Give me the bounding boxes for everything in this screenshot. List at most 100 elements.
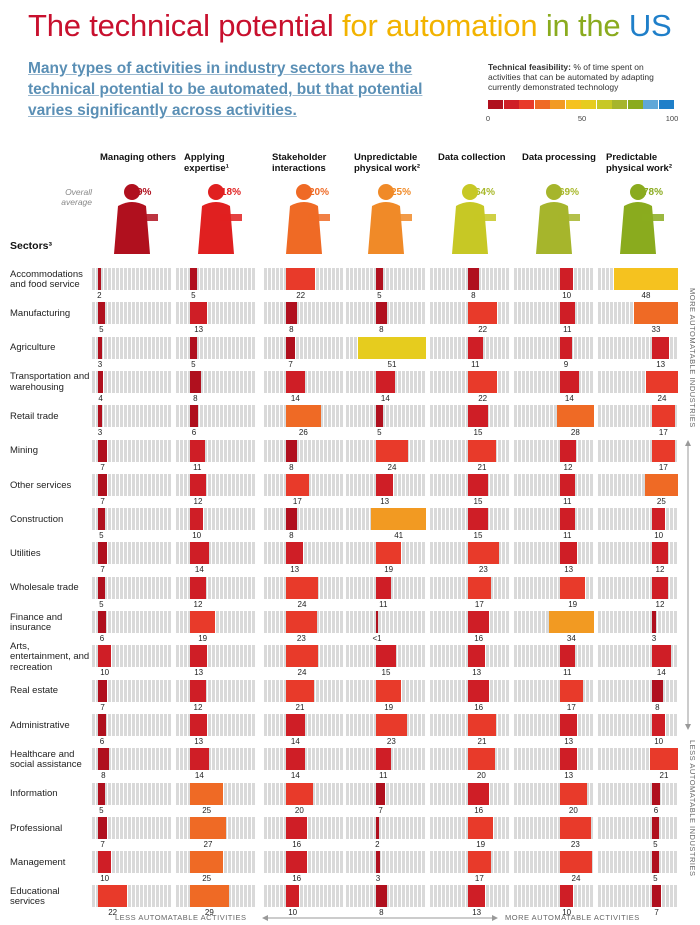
cell-bar [548, 611, 594, 633]
cell-bar [560, 336, 572, 359]
cell-value-label: 16 [292, 839, 302, 849]
cell-value-label: 22 [296, 291, 306, 300]
cell-value-label: 23 [478, 565, 488, 575]
cell-bar [98, 816, 108, 839]
cell-track [264, 645, 344, 668]
cell-value-label: 24 [297, 668, 307, 678]
cell-bar [560, 268, 574, 290]
cell-bar [614, 268, 678, 290]
cell-bar [376, 473, 394, 496]
cell-value-label: 20 [568, 805, 578, 815]
cell-value-label: 12 [193, 702, 203, 712]
cell-value-label: 13 [564, 736, 574, 746]
cell-track [176, 713, 256, 736]
cell-track [346, 885, 426, 908]
cell-track [92, 405, 172, 428]
cell-value-label: 17 [566, 702, 576, 712]
cell-bar [644, 473, 678, 496]
cell-track [598, 816, 678, 839]
cell-bar [98, 439, 108, 462]
cell-track [430, 782, 510, 805]
cell-value-label: 5 [99, 599, 104, 609]
cell-bar [468, 816, 494, 839]
cell-bar [376, 885, 387, 908]
cell-bar [652, 542, 668, 565]
cell-value-label: 15 [473, 496, 483, 506]
cell-bar [468, 645, 486, 668]
cell-track [346, 473, 426, 496]
cell-track [430, 576, 510, 599]
cell-value-label: 8 [655, 702, 660, 712]
cell-value-label: 8 [379, 325, 384, 335]
cell-value-label: 7 [100, 702, 105, 712]
cell-track [346, 405, 426, 428]
cell-bar [652, 782, 660, 805]
cell-track [514, 473, 594, 496]
cell-bar [286, 851, 308, 874]
sector-label: Professional [10, 822, 63, 834]
cell-bar [286, 748, 305, 771]
legend-swatch [519, 100, 534, 109]
sector-label: Educational services [10, 885, 60, 908]
waiter-figure-icon [286, 184, 330, 254]
sector-label: Mining [10, 445, 38, 457]
cell-track [176, 370, 256, 393]
activity-average: 78% [643, 187, 664, 198]
cell-track [346, 713, 426, 736]
cell-value-label: 17 [474, 874, 484, 884]
activity-average: 69% [559, 187, 580, 198]
cell-track [264, 508, 344, 531]
cell-track [176, 679, 256, 702]
cell-value-label: 12 [193, 496, 203, 506]
cell-track [264, 370, 344, 393]
cell-bar [652, 885, 662, 908]
cell-track [346, 748, 426, 771]
cell-bar [376, 370, 395, 393]
cell-bar [468, 782, 490, 805]
cell-value-label: 3 [375, 874, 381, 884]
cell-bar [560, 851, 592, 874]
cell-track [92, 576, 172, 599]
cell-track [92, 508, 172, 531]
cell-value-label: 11 [563, 496, 572, 506]
cell-bar [652, 851, 659, 874]
less-automatable-activities-label: LESS AUTOMATABLE ACTIVITIES [115, 913, 247, 922]
activity-header: Predictable physical work² [606, 152, 672, 174]
cell-track [176, 816, 256, 839]
cell-value-label: 22 [478, 325, 488, 335]
cell-track [430, 816, 510, 839]
cell-value-label: 16 [474, 702, 484, 712]
cell-value-label: 5 [377, 428, 382, 438]
sector-label: Administrative [10, 719, 70, 731]
sector-label: Information [10, 788, 58, 800]
cell-bar [376, 713, 407, 736]
cell-bar [652, 713, 666, 736]
cell-bar [98, 302, 105, 325]
cell-value-label: 13 [656, 359, 666, 369]
cell-track [514, 816, 594, 839]
cell-value-label: 10 [192, 531, 202, 541]
cell-value-label: 28 [570, 428, 580, 438]
cell-track [598, 302, 678, 325]
activity-header: Stakeholder interactions [272, 152, 327, 174]
cell-track [598, 885, 678, 908]
cell-track [92, 611, 172, 633]
cell-bar [286, 816, 308, 839]
cell-bar [190, 885, 229, 908]
cell-track [346, 645, 426, 668]
cell-track [598, 611, 678, 633]
cell-bar [286, 645, 318, 668]
cell-track [264, 816, 344, 839]
cell-bar [652, 576, 668, 599]
cell-value-label: 13 [472, 668, 482, 678]
manager-figure-icon [114, 184, 158, 254]
cell-value-label: 21 [295, 702, 305, 712]
cell-track [598, 576, 678, 599]
cell-value-label: 15 [381, 668, 391, 678]
cell-bar [190, 748, 209, 771]
cell-value-label: 12 [193, 599, 203, 609]
cell-track [598, 336, 678, 359]
cell-track [514, 336, 594, 359]
cell-track [346, 679, 426, 702]
cell-value-label: 23 [570, 839, 580, 849]
